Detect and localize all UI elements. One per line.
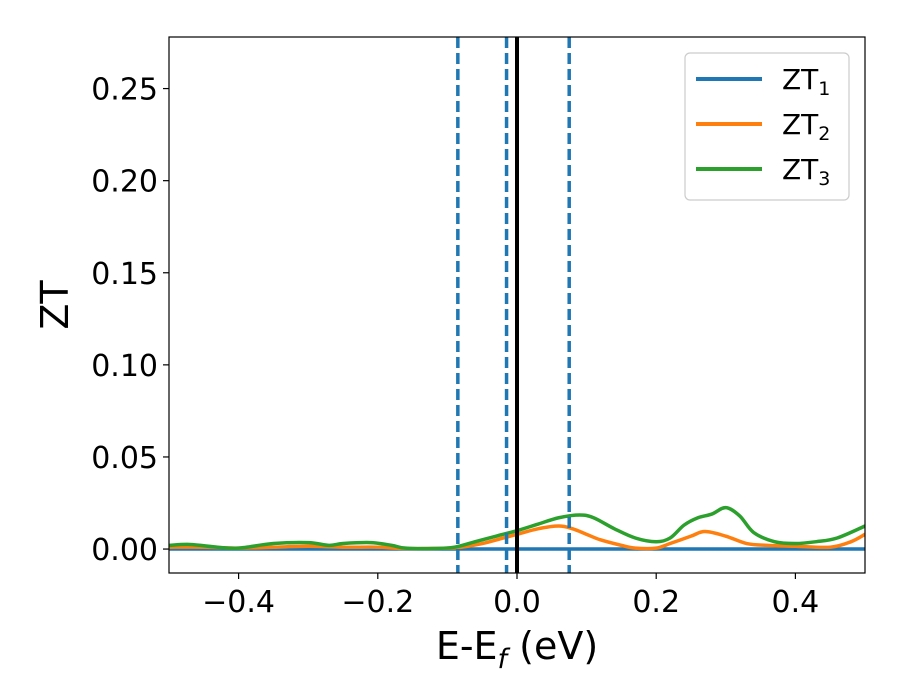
- y-axis-title: ZT: [33, 280, 77, 330]
- x-tick-label: 0.0: [493, 585, 541, 620]
- x-axis-title-tail: (eV): [507, 624, 598, 668]
- reference-lines: [456, 37, 571, 573]
- legend-label-zt3: ZT3: [782, 153, 830, 190]
- legend-box: [684, 52, 850, 201]
- x-axis: −0.4 −0.2 0.0 0.2 0.4: [202, 573, 819, 620]
- legend-label-zt1: ZT1: [782, 63, 830, 100]
- y-tick-label: 0.15: [91, 257, 158, 292]
- x-axis-title-main: E-E: [436, 624, 498, 668]
- y-tick-label: 0.25: [91, 73, 158, 108]
- y-tick-label: 0.10: [91, 349, 158, 384]
- x-axis-title: E-Ef (eV): [436, 624, 598, 675]
- y-tick-label: 0.20: [91, 165, 158, 200]
- legend: ZT1 ZT2 ZT3: [684, 52, 850, 201]
- x-tick-label: −0.4: [202, 585, 275, 620]
- y-tick-label: 0.05: [91, 441, 158, 476]
- series-line-zt3: [169, 505, 865, 551]
- y-axis: 0.00 0.05 0.10 0.15 0.20 0.25: [91, 73, 169, 568]
- x-tick-label: 0.4: [772, 585, 820, 620]
- x-tick-label: −0.2: [341, 585, 414, 620]
- plot-area: [169, 37, 865, 573]
- legend-label-zt2: ZT2: [782, 108, 830, 145]
- x-tick-label: 0.2: [632, 585, 680, 620]
- series-line-zt2: [169, 524, 865, 551]
- y-tick-label: 0.00: [91, 533, 158, 568]
